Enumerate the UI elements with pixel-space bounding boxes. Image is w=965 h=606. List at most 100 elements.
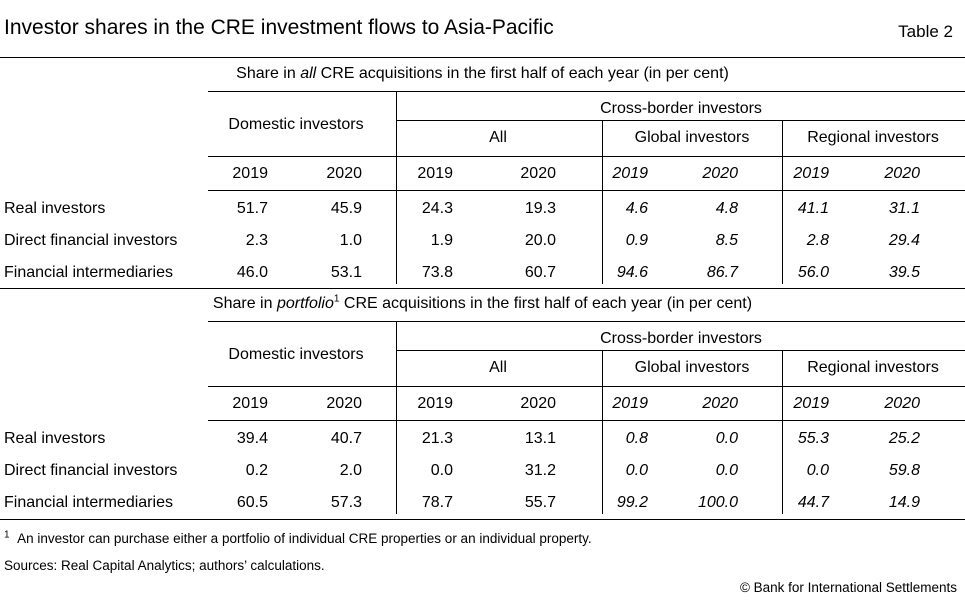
table-cell: 73.8 [421,264,453,281]
caption-text: CRE acquisitions in the first half of ea… [339,295,753,312]
panel-separator-rule [0,288,965,289]
header-rule [208,91,965,92]
table-cell: 24.3 [421,200,453,217]
table-cell: 0.0 [625,462,648,479]
table-cell: 53.1 [330,264,362,281]
table-cell: 1.0 [339,232,362,249]
year-header: 2019 [793,165,829,182]
table-cell: 41.1 [797,200,829,217]
header-all: All [489,359,507,376]
panel-caption: Share in portfolio1 CRE acquisitions in … [0,294,965,314]
column-divider [396,92,397,284]
header-rule [208,420,965,421]
table-cell: 2.0 [339,462,362,479]
table-cell: 2.8 [806,232,829,249]
table-cell: 21.3 [421,430,453,447]
table-title: Investor shares in the CRE investment fl… [4,16,554,39]
year-header: 2019 [232,165,268,182]
table-cell: 4.6 [625,200,648,217]
table-cell: 29.4 [888,232,920,249]
caption-footnote-ref: 1 [333,293,340,305]
table-cell: 57.3 [330,494,362,511]
table-cell: 31.1 [888,200,920,217]
row-label: Direct financial investors [4,232,178,249]
header-global-investors: Global investors [634,129,750,146]
year-header: 2020 [702,165,738,182]
year-header: 2019 [417,165,453,182]
year-header: 2020 [326,165,362,182]
table-cell: 40.7 [330,430,362,447]
table-cell: 60.5 [236,494,268,511]
row-label: Direct financial investors [4,462,178,479]
table-cell: 0.0 [806,462,829,479]
column-divider [602,121,603,284]
top-rule [0,57,965,58]
table-cell: 0.9 [625,232,648,249]
table-cell: 94.6 [616,264,648,281]
header-cross-border: Cross-border investors [600,100,762,117]
copyright: © Bank for International Settlements [739,580,957,595]
caption-text: Share in [212,295,277,312]
column-divider [396,322,397,514]
header-regional-investors: Regional investors [807,359,939,376]
table-cell: 13.1 [524,430,556,447]
header-domestic: Domestic investors [228,346,364,363]
row-label: Real investors [4,200,106,217]
row-label: Real investors [4,430,106,447]
table-cell: 0.0 [430,462,453,479]
header-rule [208,321,965,322]
table-cell: 44.7 [797,494,829,511]
table-cell: 100.0 [697,494,738,511]
caption-text: CRE acquisitions in the first half of ea… [316,65,729,82]
table-cell: 56.0 [797,264,829,281]
header-regional-investors: Regional investors [807,129,939,146]
header-rule [208,156,965,157]
table-cell: 39.4 [236,430,268,447]
table-cell: 20.0 [524,232,556,249]
table-cell: 60.7 [524,264,556,281]
table-cell: 78.7 [421,494,453,511]
table-cell: 0.0 [715,430,738,447]
table-cell: 59.8 [888,462,920,479]
table-cell: 0.8 [625,430,648,447]
header-domestic: Domestic investors [228,116,364,133]
year-header: 2019 [232,395,268,412]
year-header: 2019 [612,165,648,182]
table-cell: 86.7 [706,264,738,281]
table-cell: 25.2 [888,430,920,447]
table-cell: 19.3 [524,200,556,217]
table-cell: 55.7 [524,494,556,511]
table-number: Table 2 [898,22,953,41]
year-header: 2020 [326,395,362,412]
caption-text: Share in [236,65,301,82]
caption-emphasis: all [300,65,317,82]
header-rule [397,120,965,121]
table-cell: 4.8 [715,200,738,217]
table-cell: 2.3 [245,232,268,249]
row-label: Financial intermediaries [4,494,173,511]
year-header: 2020 [884,165,920,182]
table-cell: 39.5 [888,264,920,281]
row-label: Financial intermediaries [4,264,173,281]
year-header: 2020 [702,395,738,412]
header-rule [208,190,965,191]
bottom-rule [0,519,965,520]
header-rule [397,350,965,351]
table-cell: 51.7 [236,200,268,217]
header-cross-border: Cross-border investors [600,330,762,347]
table-cell: 31.2 [524,462,556,479]
table-cell: 55.3 [797,430,829,447]
footnote-text: An investor can purchase either a portfo… [17,531,592,546]
year-header: 2019 [793,395,829,412]
column-divider [782,351,783,514]
table-cell: 99.2 [616,494,648,511]
year-header: 2019 [612,395,648,412]
year-header: 2020 [520,395,556,412]
year-header: 2020 [884,395,920,412]
header-rule [208,386,965,387]
table-cell: 45.9 [330,200,362,217]
header-all: All [489,129,507,146]
header-global-investors: Global investors [634,359,750,376]
column-divider [602,351,603,514]
column-divider [782,121,783,284]
